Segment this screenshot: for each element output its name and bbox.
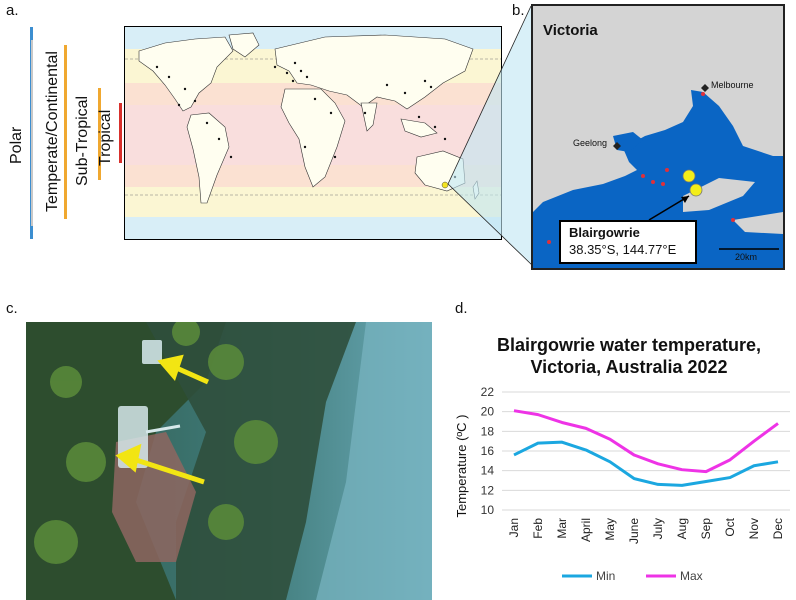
chart-legend: Min Max (562, 569, 703, 583)
x-tick-label: Aug (675, 518, 689, 539)
x-tick-label: July (651, 518, 665, 539)
x-tick-label: Jan (507, 518, 521, 537)
legend-label-min: Min (596, 569, 615, 583)
site-marker-2 (689, 183, 703, 197)
south-america-landmass (186, 112, 230, 204)
melbourne-label: Melbourne (711, 80, 754, 90)
callout-site-name: Blairgowrie (569, 225, 640, 240)
zone-bar-temperate (64, 45, 67, 219)
blairgowrie-marker (441, 181, 449, 189)
y-tick-label: 18 (481, 424, 495, 438)
y-tick-label: 20 (481, 405, 495, 419)
x-tick-label: Oct (723, 517, 737, 536)
chart-grid (502, 391, 790, 511)
melbourne-marker (701, 84, 709, 92)
north-america-landmass (138, 36, 234, 112)
x-tick-label: Dec (771, 518, 785, 539)
x-tick-label: April (579, 518, 593, 542)
location-callout: Blairgowrie 38.35°S, 144.77°E (559, 220, 697, 264)
y-tick-label: 14 (481, 464, 495, 478)
y-tick-label: 16 (481, 444, 495, 458)
chart-series (513, 409, 779, 487)
greenland-landmass (228, 32, 260, 58)
x-tick-label: Nov (747, 518, 761, 539)
panel-label-d: d. (455, 300, 468, 317)
victoria-map: Victoria Melbourne Geelong Blairgowrie 3… (531, 4, 785, 270)
chart-title-line-1: Blairgowrie water temperature, (496, 335, 762, 355)
y-axis-label: Temperature (ºC ) (454, 415, 469, 518)
series-line-max (513, 409, 779, 474)
zone-bar-subtropical (98, 88, 101, 180)
y-tick-labels: 10 12 14 16 18 20 22 (481, 385, 495, 517)
se-asia-islands (400, 118, 438, 138)
y-tick-label: 10 (481, 503, 495, 517)
x-tick-label: Mar (555, 518, 569, 539)
panel-label-c: c. (6, 300, 18, 317)
site-marker-1 (682, 169, 696, 183)
x-tick-label: May (603, 518, 617, 541)
india-landmass (360, 102, 378, 132)
arrow-markers (115, 354, 210, 485)
geelong-label: Geelong (573, 138, 608, 148)
y-tick-label: 12 (481, 483, 495, 497)
callout-coordinates: 38.35°S, 144.77°E (569, 242, 677, 257)
inset-title: Victoria (543, 22, 598, 39)
scale-label: 20km (735, 252, 758, 262)
africa-landmass (280, 88, 346, 188)
panel-label-a: a. (6, 2, 19, 19)
x-tick-labels: Jan Feb Mar April May June July Aug Sep Oct Nov Dec (507, 517, 785, 544)
x-tick-label: June (627, 518, 641, 544)
temperature-chart: 10 12 14 16 18 20 22 Jan Feb Mar April May June July… (454, 385, 790, 583)
y-tick-label: 22 (481, 385, 495, 399)
chart-title: Blairgowrie water temperature, Victoria,… (470, 334, 788, 378)
underwater-photo (26, 322, 432, 600)
eurasia-landmass (274, 34, 474, 110)
underwater-photo-graphic (26, 322, 432, 600)
x-tick-label: Feb (531, 518, 545, 539)
world-map-graphic (125, 27, 501, 239)
panel-label-b: b. (512, 2, 525, 19)
chart-title-line-2: Victoria, Australia 2022 (530, 357, 728, 377)
geelong-marker (613, 142, 621, 150)
zone-bar-polar-inner (31, 40, 33, 226)
series-line-min (513, 440, 779, 487)
zone-bar-tropical (119, 103, 122, 163)
world-map (124, 26, 502, 240)
legend-label-max: Max (680, 569, 703, 583)
x-tick-label: Sep (699, 518, 713, 540)
